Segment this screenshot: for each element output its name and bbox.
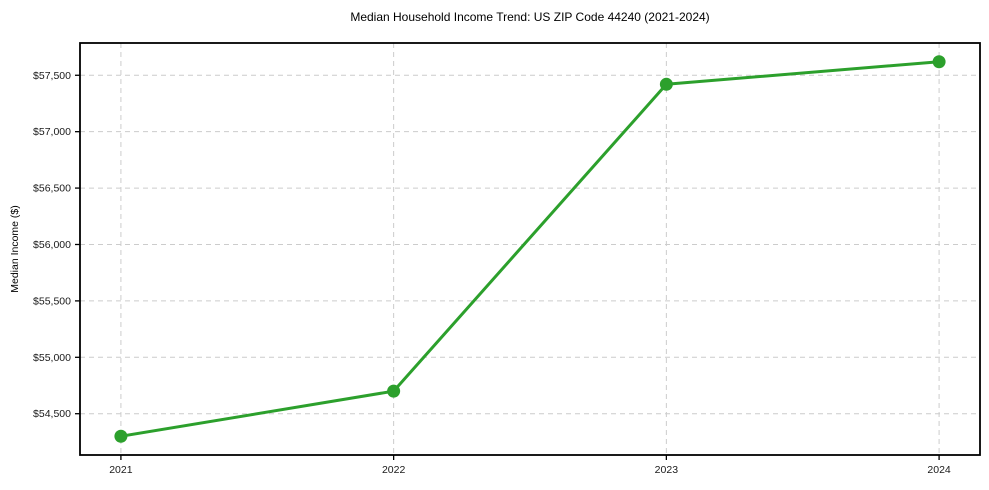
data-point-marker bbox=[659, 77, 673, 91]
x-tick-label: 2021 bbox=[109, 464, 133, 476]
x-tick-label: 2024 bbox=[927, 464, 951, 476]
x-tick-label: 2022 bbox=[382, 464, 406, 476]
y-tick-label: $56,500 bbox=[33, 183, 71, 195]
y-tick-label: $57,500 bbox=[33, 70, 71, 82]
chart-title: Median Household Income Trend: US ZIP Co… bbox=[350, 10, 710, 24]
y-tick-label: $54,500 bbox=[33, 408, 71, 420]
data-point-marker bbox=[932, 55, 946, 69]
y-tick-label: $56,000 bbox=[33, 239, 71, 251]
y-tick-label: $57,000 bbox=[33, 126, 71, 138]
y-tick-label: $55,500 bbox=[33, 295, 71, 307]
data-point-marker bbox=[387, 384, 401, 398]
y-tick-label: $55,000 bbox=[33, 352, 71, 364]
x-tick-label: 2023 bbox=[655, 464, 679, 476]
data-point-marker bbox=[114, 429, 128, 443]
plot-border bbox=[79, 42, 981, 456]
trend-line bbox=[119, 60, 941, 438]
